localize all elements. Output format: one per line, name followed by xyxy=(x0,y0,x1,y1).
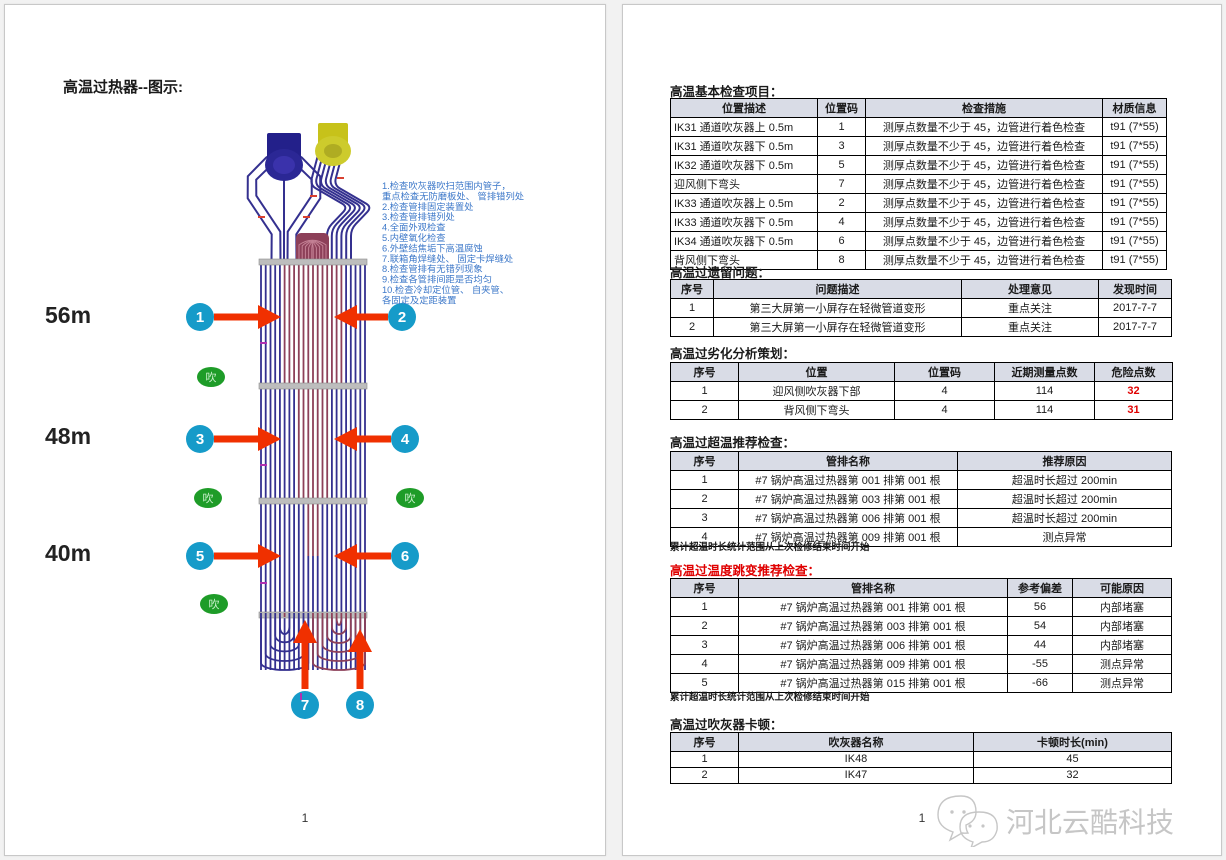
svg-text:1: 1 xyxy=(196,309,204,326)
svg-text:8: 8 xyxy=(356,697,364,714)
svg-text:3: 3 xyxy=(196,431,204,448)
svg-text:6: 6 xyxy=(401,548,409,565)
svg-text:1.检查吹灰器吹扫范围内管子， 重点检查无防: 1.检查吹灰器吹扫范围内管子， 重点检查无防磨板处、 管排错列处 2.检查管排固… xyxy=(382,180,527,305)
svg-text:吹: 吹 xyxy=(405,492,416,505)
svg-text:河北云酷科技: 河北云酷科技 xyxy=(1006,807,1174,838)
svg-text:4: 4 xyxy=(401,431,410,448)
svg-text:吹: 吹 xyxy=(209,598,220,611)
svg-text:2: 2 xyxy=(398,309,406,326)
svg-text:5: 5 xyxy=(196,548,204,565)
svg-text:吹: 吹 xyxy=(203,492,214,505)
svg-text:吹: 吹 xyxy=(206,371,217,384)
svg-text:7: 7 xyxy=(301,697,309,714)
